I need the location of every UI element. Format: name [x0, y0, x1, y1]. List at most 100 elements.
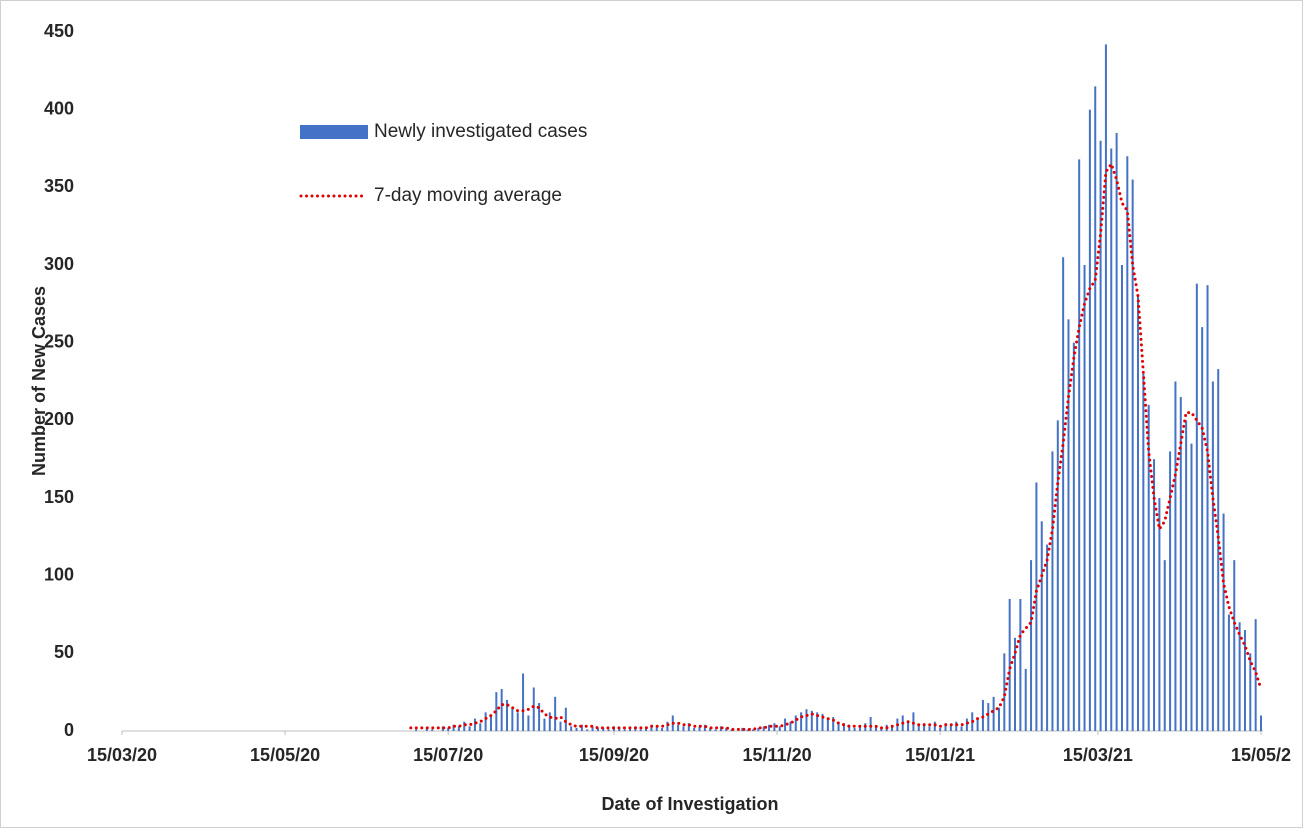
bar [489, 715, 492, 731]
bar [1243, 630, 1246, 731]
bar [1067, 319, 1070, 731]
bar [1110, 148, 1113, 731]
x-tick-label: 15/07/20 [413, 745, 483, 765]
bar [570, 726, 573, 731]
y-tick-label: 200 [44, 409, 74, 429]
bar [1046, 544, 1049, 731]
bar [580, 724, 583, 731]
bar [1163, 560, 1166, 731]
bar [1147, 404, 1150, 731]
y-tick-label: 150 [44, 487, 74, 507]
bar [479, 723, 482, 731]
bar [891, 726, 894, 731]
legend-swatch [300, 125, 368, 139]
bar [1120, 265, 1123, 731]
bar [741, 727, 744, 731]
x-tick-label: 15/01/21 [905, 745, 975, 765]
bar [1190, 443, 1193, 731]
bar [559, 721, 562, 731]
bar [554, 696, 557, 731]
bar [976, 718, 979, 731]
bar [596, 727, 599, 731]
bar [1078, 159, 1081, 731]
bar [687, 723, 690, 731]
bar [907, 721, 910, 731]
bar [1142, 373, 1145, 731]
bar [1051, 451, 1054, 731]
bar [944, 723, 947, 731]
bar [511, 707, 514, 731]
bar [618, 727, 621, 731]
bar [639, 729, 642, 731]
bar [677, 724, 680, 731]
bar [1158, 498, 1161, 731]
bar [848, 724, 851, 731]
x-tick-label: 15/11/20 [743, 745, 812, 765]
bar [1126, 156, 1129, 731]
bar [415, 729, 418, 731]
bar [1088, 109, 1091, 731]
x-tick-label: 15/03/21 [1063, 745, 1133, 765]
bar [564, 707, 567, 731]
x-tick-label: 15/03/20 [87, 745, 157, 765]
y-tick-label: 300 [44, 254, 74, 274]
bar [468, 726, 471, 731]
bar [666, 721, 669, 731]
bar [965, 718, 968, 731]
bar [949, 724, 952, 731]
bar [837, 721, 840, 731]
bar [1238, 622, 1241, 731]
bar [452, 724, 455, 731]
bar [709, 727, 712, 731]
bar [768, 724, 771, 731]
bar [874, 726, 877, 731]
y-tick-label: 400 [44, 98, 74, 118]
bar [645, 727, 648, 731]
bar [548, 712, 551, 731]
y-tick-label: 50 [54, 642, 74, 662]
x-axis-label: Date of Investigation [601, 794, 778, 814]
bar [757, 727, 760, 731]
bar [1206, 285, 1209, 731]
bar [746, 729, 749, 731]
bar [1099, 140, 1102, 731]
bar [1233, 560, 1236, 731]
bar [1094, 86, 1097, 731]
bar [693, 727, 696, 731]
bar [810, 710, 813, 731]
bar [575, 727, 578, 731]
bar [1072, 342, 1075, 731]
x-tick-label: 15/05/2 [1231, 745, 1291, 765]
bar [1014, 637, 1017, 731]
bar [650, 724, 653, 731]
bar [484, 712, 487, 731]
y-tick-label: 350 [44, 176, 74, 196]
bar [1030, 560, 1033, 731]
bar [826, 718, 829, 731]
y-tick-label: 100 [44, 564, 74, 584]
bar [522, 673, 525, 731]
bar [800, 712, 803, 731]
bar [1104, 44, 1107, 732]
bar [789, 721, 792, 731]
bar [473, 718, 476, 731]
bar [1211, 381, 1214, 731]
bar [869, 717, 872, 731]
y-axis-label: Number of New Cases [29, 286, 49, 476]
bar [939, 727, 942, 731]
bar [1083, 265, 1086, 731]
bar [832, 717, 835, 731]
x-tick-label: 15/05/20 [250, 745, 320, 765]
bar [912, 712, 915, 731]
bar [773, 723, 776, 731]
legend-label: Newly investigated cases [374, 121, 587, 142]
bar [816, 712, 819, 731]
bar [532, 687, 535, 731]
bar [1019, 598, 1022, 731]
bar [655, 726, 658, 731]
bar [1024, 668, 1027, 731]
bar [516, 712, 519, 731]
bar [623, 729, 626, 731]
bar [447, 727, 450, 731]
